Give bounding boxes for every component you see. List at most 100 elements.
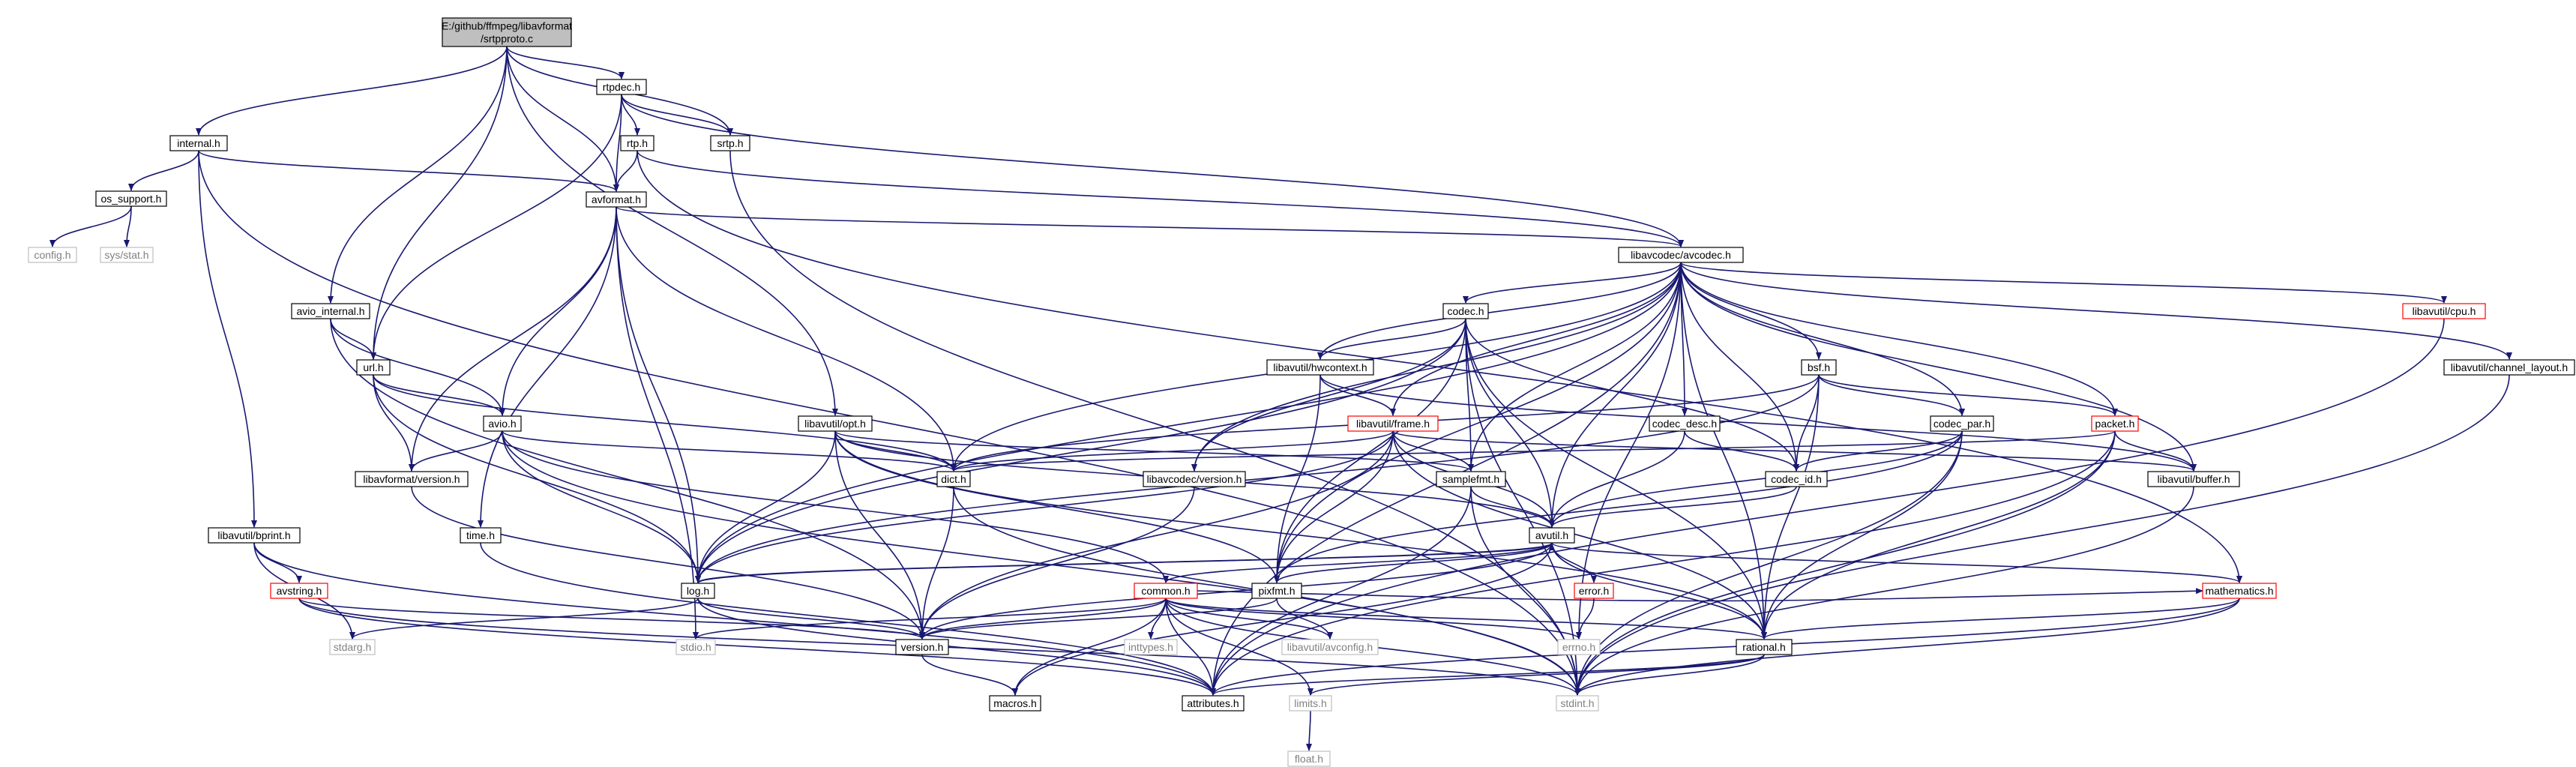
edge-avcodec_h-to-hwcontext_h <box>1317 262 1682 360</box>
node-srtp_h[interactable]: srtp.h <box>710 135 750 151</box>
node-codec_desc_h[interactable]: codec_desc.h <box>1649 415 1721 432</box>
node-label: stdio.h <box>680 641 711 653</box>
edge-srtp_h-to-stdint_h <box>729 150 1580 696</box>
node-dict_h[interactable]: dict.h <box>936 471 971 487</box>
node-rational_h[interactable]: rational.h <box>1736 639 1793 655</box>
node-avutil_h[interactable]: avutil.h <box>1529 527 1575 544</box>
edge-log_h-to-version_h <box>697 598 925 640</box>
edge-codec_h-to-avutil_h <box>1465 318 1555 528</box>
node-log_h[interactable]: log.h <box>681 583 715 599</box>
node-label: stdint.h <box>1560 697 1594 709</box>
node-box <box>2443 359 2575 376</box>
edge-mathematics_h-to-attributes_h <box>1210 598 2240 696</box>
node-limits_h: limits.h <box>1289 695 1332 712</box>
node-label: config.h <box>34 249 70 261</box>
edge-root-to-internal_h <box>196 46 508 136</box>
node-label: packet.h <box>2095 418 2135 430</box>
edge-samplefmt_h-to-attributes_h <box>1210 486 1472 696</box>
edge-avio_internal_h-to-version_h <box>330 318 925 640</box>
node-cpu_h[interactable]: libavutil/cpu.h <box>2402 303 2486 319</box>
node-box <box>1281 639 1379 655</box>
node-float_h: float.h <box>1287 751 1331 767</box>
edge-codec_desc_h-to-avutil_h <box>1549 430 1685 528</box>
edge-bsf_h-to-rational_h <box>1761 374 1820 640</box>
node-channel_layout_h[interactable]: libavutil/channel_layout.h <box>2443 359 2575 376</box>
node-bsf_h[interactable]: bsf.h <box>1801 359 1837 376</box>
node-attributes_h[interactable]: attributes.h <box>1182 695 1245 712</box>
node-label: os_support.h <box>101 193 162 205</box>
node-label: rtpdec.h <box>603 81 641 93</box>
node-label: dict.h <box>941 473 966 485</box>
node-avio_h[interactable]: avio.h <box>483 415 522 432</box>
edge-avio_h-to-common_h <box>502 430 1169 583</box>
node-macros_h[interactable]: macros.h <box>989 695 1041 712</box>
edge-limits_h-to-float_h <box>1306 710 1313 751</box>
node-codec_h[interactable]: codec.h <box>1442 303 1489 319</box>
node-box <box>1529 527 1575 544</box>
edge-packet_h-to-dict_h <box>951 430 2116 472</box>
node-label: stdarg.h <box>334 641 372 653</box>
nodes-layer: E:/github/ffmpeg/libavformat/srtpproto.c… <box>28 17 2575 767</box>
edge-codec_id_h-to-avutil_h <box>1549 486 1797 528</box>
edge-rtp_h-to-avformat_h <box>613 150 638 192</box>
node-os_support_h[interactable]: os_support.h <box>95 190 167 207</box>
node-label: libavutil/opt.h <box>804 418 866 430</box>
edge-os_support_h-to-sys_stat_h <box>124 205 132 247</box>
node-time_h[interactable]: time.h <box>460 527 502 544</box>
node-lavf_version_h[interactable]: libavformat/version.h <box>355 471 469 487</box>
edge-internal_h-to-avformat_h <box>198 150 619 192</box>
node-bprint_h[interactable]: libavutil/bprint.h <box>208 527 301 544</box>
edge-avio_h-to-log_h <box>502 430 701 583</box>
node-codec_par_h[interactable]: codec_par.h <box>1930 415 1994 432</box>
node-box <box>442 17 572 47</box>
node-rtpdec_h[interactable]: rtpdec.h <box>596 79 647 95</box>
node-box <box>681 583 715 599</box>
node-avio_internal_h[interactable]: avio_internal.h <box>291 303 370 319</box>
edge-buffer_h-to-stdint_h <box>1574 486 2194 696</box>
node-box <box>483 415 522 432</box>
node-frame_h[interactable]: libavutil/frame.h <box>1347 415 1439 432</box>
node-samplefmt_h[interactable]: samplefmt.h <box>1436 471 1506 487</box>
node-label: internal.h <box>177 137 220 149</box>
node-url_h[interactable]: url.h <box>356 359 391 376</box>
node-error_h[interactable]: error.h <box>1574 583 1614 599</box>
node-label: common.h <box>1141 585 1190 597</box>
edge-avcodec_h-to-lavc_version_h <box>1191 262 1682 472</box>
node-box <box>620 135 654 151</box>
node-label: srtp.h <box>717 137 743 149</box>
node-avformat_h[interactable]: avformat.h <box>586 191 647 208</box>
node-common_h[interactable]: common.h <box>1134 583 1198 599</box>
edge-avutil_h-to-mathematics_h <box>1551 542 2242 583</box>
node-codec_id_h[interactable]: codec_id.h <box>1765 471 1828 487</box>
node-box <box>2402 303 2486 319</box>
node-box <box>1124 639 1178 655</box>
edge-avutil_h-to-common_h <box>1163 542 1553 583</box>
edge-root-to-avformat_h <box>506 46 619 192</box>
edge-opt_h-to-version_h <box>834 430 925 640</box>
node-opt_h[interactable]: libavutil/opt.h <box>798 415 873 432</box>
node-pixfmt_h[interactable]: pixfmt.h <box>1251 583 1302 599</box>
node-box <box>28 247 77 263</box>
node-buffer_h[interactable]: libavutil/buffer.h <box>2147 471 2240 487</box>
node-internal_h[interactable]: internal.h <box>169 135 228 151</box>
node-box <box>586 191 647 208</box>
edge-os_support_h-to-config_h <box>49 205 132 247</box>
node-lavc_version_h[interactable]: libavcodec/version.h <box>1143 471 1246 487</box>
node-version_h[interactable]: version.h <box>895 639 949 655</box>
node-rtp_h[interactable]: rtp.h <box>620 135 654 151</box>
node-hwcontext_h[interactable]: libavutil/hwcontext.h <box>1266 359 1374 376</box>
node-label: /srtpproto.c <box>481 33 533 45</box>
node-errno_h: errno.h <box>1557 639 1601 655</box>
node-mathematics_h[interactable]: mathematics.h <box>2202 583 2277 599</box>
edge-codec_par_h-to-codec_id_h <box>1793 430 1963 472</box>
node-sys_stat_h: sys/stat.h <box>100 247 154 263</box>
node-box <box>169 135 228 151</box>
node-avstring_h[interactable]: avstring.h <box>270 583 328 599</box>
node-packet_h[interactable]: packet.h <box>2091 415 2139 432</box>
node-label: mathematics.h <box>2205 585 2273 597</box>
edge-avcodec_h-to-pixfmt_h <box>1274 262 1682 583</box>
edge-internal_h-to-os_support_h <box>128 150 199 191</box>
node-box <box>2147 471 2240 487</box>
edge-dict_h-to-version_h <box>919 486 954 640</box>
node-avcodec_h[interactable]: libavcodec/avcodec.h <box>1618 247 1744 263</box>
